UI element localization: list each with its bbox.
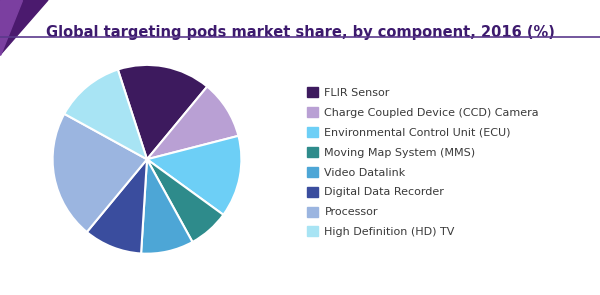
Wedge shape bbox=[64, 70, 147, 159]
Wedge shape bbox=[147, 86, 238, 159]
Wedge shape bbox=[147, 159, 223, 242]
Wedge shape bbox=[87, 159, 147, 253]
Wedge shape bbox=[53, 114, 147, 232]
Polygon shape bbox=[0, 0, 48, 55]
Wedge shape bbox=[118, 65, 207, 159]
Text: Global targeting pods market share, by component, 2016 (%): Global targeting pods market share, by c… bbox=[46, 25, 554, 40]
Legend: FLIR Sensor, Charge Coupled Device (CCD) Camera, Environmental Control Unit (ECU: FLIR Sensor, Charge Coupled Device (CCD)… bbox=[307, 87, 539, 237]
Wedge shape bbox=[147, 136, 241, 215]
Wedge shape bbox=[141, 159, 193, 254]
Polygon shape bbox=[0, 0, 22, 55]
